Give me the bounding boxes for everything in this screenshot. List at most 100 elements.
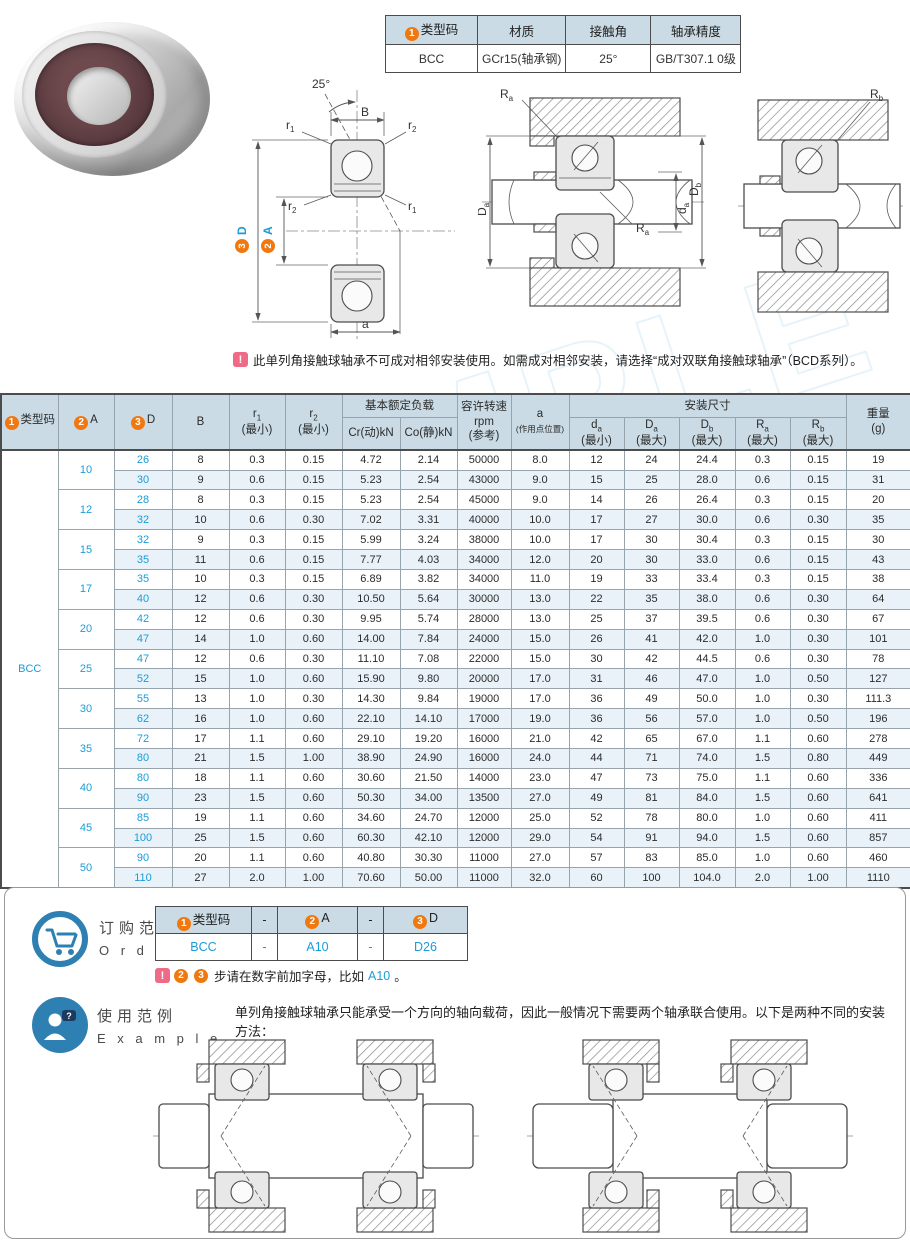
table-row: 50 90 20 1.1 0.60 40.80 30.30 11000 27.0 57 83 85.0… [1,847,910,889]
housing-top [529,97,681,137]
data-cell: 11 [171,549,230,571]
table-row: 20 42 12 0.6 0.30 9.95 5.74 28000 13.0 25 37 39.5 0.… [1,608,910,650]
data-cell: 72 [113,728,173,750]
data-cell: 9 [171,529,230,551]
order-value-dash: - [251,933,278,961]
data-cell: 21.50 [399,767,458,789]
housing-flange [196,1189,210,1209]
data-cell: 52 [568,807,625,829]
data-cell: 42 [113,608,173,630]
data-cell: 42.10 [399,827,458,849]
data-cell: 38.0 [678,588,736,610]
data-cell: 85 [113,807,173,829]
data-cell: 2.14 [399,449,458,471]
data-cell: 78 [623,807,680,829]
shaft-curve [886,183,897,229]
data-cell: 15.90 [341,668,401,690]
b-label: B [361,105,369,119]
installation-diagram-1: Ra Ra Da da Db [478,87,706,307]
spec-table: 1 类型码 材质 接触角 轴承精度 BCC GCr15(轴承钢) 25° GB/T… [385,15,742,73]
table-row: 12 28 8 0.3 0.15 5.23 2.54 45000 9.0 14 26 26.4 0.3 0… [1,489,910,531]
data-cell: 15 [171,668,230,690]
data-cell: 0.6 [228,469,286,491]
data-cell: 17.0 [510,688,570,710]
data-cell: 11000 [456,847,512,869]
data-cell: 30.30 [399,847,458,869]
svg-text:Da: Da [478,202,491,216]
data-cell: 12 [171,588,230,610]
housing-block [208,1207,286,1233]
data-cell: 35 [845,509,910,531]
data-cell: 36 [568,688,625,710]
data-cell: 20 [171,847,230,869]
data-cell: 16000 [456,748,512,769]
housing-step [529,257,555,269]
col-header-weight: 重量 (g) [845,393,910,451]
data-cell: 24.70 [399,807,458,829]
data-cell: 17 [568,509,625,531]
data-cell: 0.15 [789,449,847,471]
shaft-end-left [158,1103,210,1169]
data-cell: 0.30 [284,688,343,710]
data-cell: 0.15 [284,529,343,551]
data-cell: 641 [845,787,910,809]
data-cell: 67.0 [678,728,736,750]
ball [230,1180,254,1204]
svg-text:Db: Db [687,182,703,196]
data-cell: 0.60 [284,728,343,750]
spec-value-type-code: BCC [385,44,478,73]
table-row: BCC 10 26 8 0.3 0.15 4.72 2.14 50000 8.0 12 24 24.4 0… [0,449,910,889]
housing-block [356,1039,434,1065]
data-cell: 7.84 [399,628,458,650]
data-cell: 17 [568,529,625,551]
angle-arc [328,99,356,113]
data-cell: 857 [845,827,910,849]
housing-top [757,99,889,141]
housing-block [356,1207,434,1233]
a-value-cell: 15 [57,529,115,571]
data-cell: 0.15 [789,529,847,551]
data-cell: 24.90 [399,748,458,769]
data-cell: 1.0 [734,628,791,650]
a-value-cell: 30 [57,688,115,730]
data-cell: 8.0 [510,449,570,471]
data-cell: 0.6 [734,648,791,670]
table-row: 62 16 1.0 0.60 22.10 14.10 17000 19.0 36 56 57.0 1.… [1,708,910,730]
data-cell: 0.60 [789,807,847,829]
data-cell: 50.30 [341,787,401,809]
data-cell: 80.0 [678,807,736,829]
data-cell: 100 [113,827,173,849]
data-cell: 0.30 [789,628,847,650]
data-cell: 75.0 [678,767,736,789]
angle-label: 25° [312,77,330,91]
data-cell: 49 [568,787,625,809]
data-cell: 32 [113,509,173,531]
data-cell: 43 [845,549,910,571]
shaft-curve [617,179,634,225]
data-cell: 278 [845,728,910,750]
data-cell: 0.30 [789,588,847,610]
data-cell: 12 [568,449,625,471]
data-cell: 0.30 [284,608,343,630]
data-cell: 40 [113,588,173,610]
housing-flange [422,1063,436,1083]
badge-1-icon: 1 [176,916,191,931]
data-cell: 74.0 [678,748,736,769]
data-cell: 8 [171,489,230,511]
data-cell: 10 [171,509,230,531]
data-cell: 1.5 [734,748,791,769]
data-cell: 104.0 [678,867,736,889]
bearing-photo-face [21,31,167,158]
data-cell: 4.03 [399,549,458,571]
r2-label: r2 [408,118,417,134]
data-cell: 47 [113,648,173,670]
contact-angle-line [324,93,401,232]
table-row: 35 11 0.6 0.15 7.77 4.03 34000 12.0 20 30 33.0 0.6 0… [1,549,910,571]
data-cell: 38 [845,569,910,590]
data-cell: 44.5 [678,648,736,670]
data-cell: 35 [113,549,173,571]
table-row: 45 85 19 1.1 0.60 34.60 24.70 12000 25.0 52 78 80.0… [1,807,910,849]
data-cell: 23.0 [510,767,570,789]
question-mark: ? [66,1011,72,1021]
